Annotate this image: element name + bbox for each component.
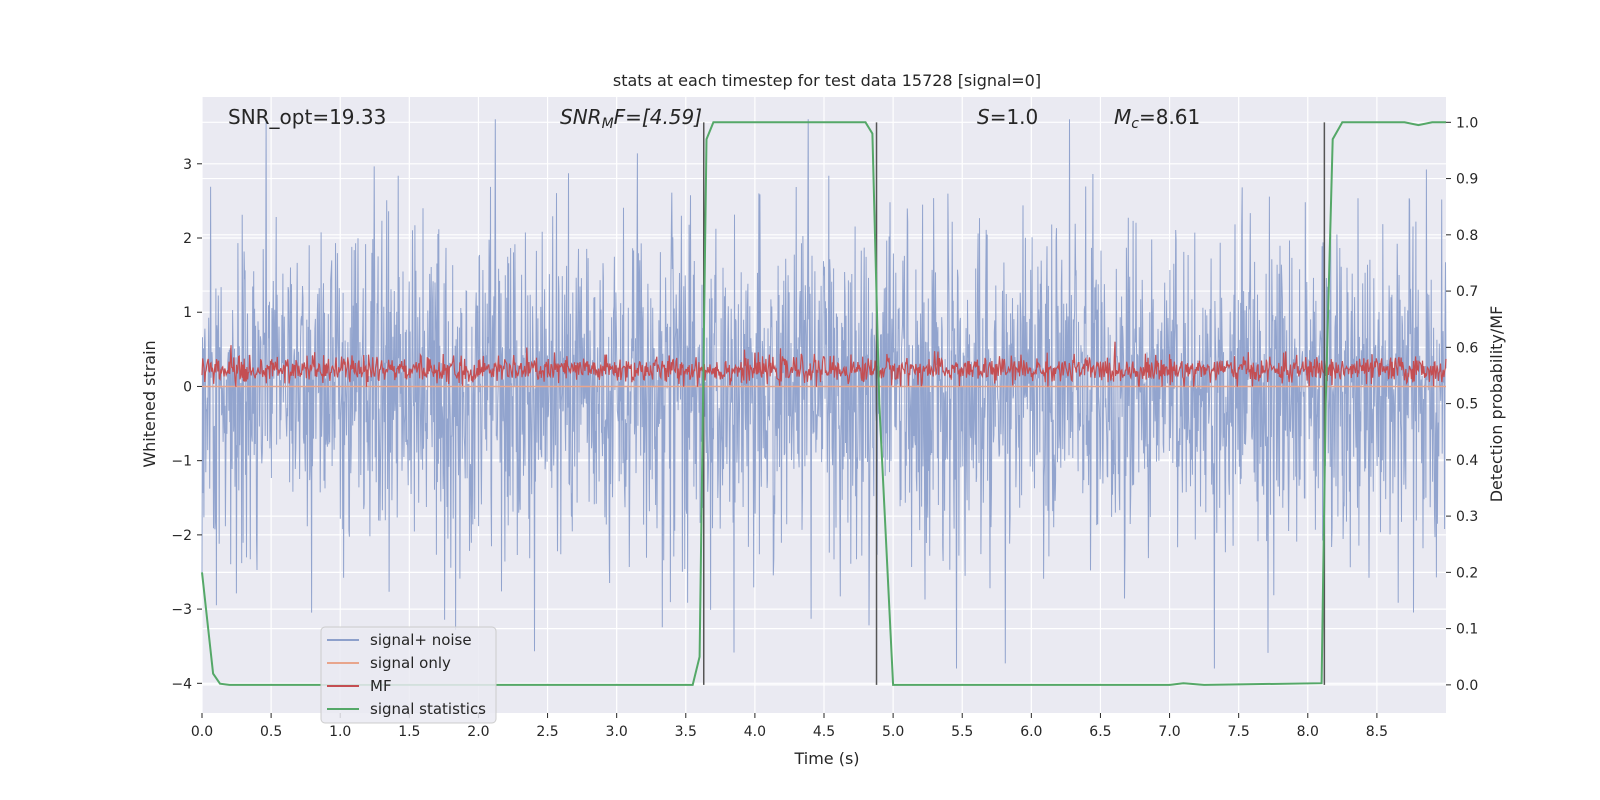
x-axis-label: Time (s) xyxy=(793,749,859,768)
x-tick-label-3: 1.5 xyxy=(398,724,420,740)
x-tick-label-15: 7.5 xyxy=(1228,724,1250,740)
y-ticks: −4 −3 −2 −1 0 1 2 3 xyxy=(171,157,202,692)
x-tick-label-7: 3.5 xyxy=(675,724,697,740)
y2-tick-label-2: 0.2 xyxy=(1456,565,1478,581)
x-tick-label-14: 7.0 xyxy=(1158,724,1180,740)
y2-tick-label-0: 0.0 xyxy=(1456,678,1478,694)
x-tick-label-4: 2.0 xyxy=(467,724,489,740)
x-tick-label-1: 0.5 xyxy=(260,724,282,740)
grid xyxy=(201,97,1446,713)
legend-label-signal-only: signal only xyxy=(370,654,451,672)
y2-tick-label-1: 0.1 xyxy=(1456,622,1478,638)
y2-tick-label-8: 0.8 xyxy=(1456,228,1478,244)
x-tick-label-0: 0.0 xyxy=(191,724,213,740)
y2-tick-label-4: 0.4 xyxy=(1456,453,1478,469)
x-ticks: 0.0 0.5 1.0 1.5 2.0 2.5 3.0 3.5 4.0 4.5 5.0 5.5 6.0 6… xyxy=(191,713,1388,740)
x-tick-label-12: 6.0 xyxy=(1020,724,1042,740)
x-tick-label-5: 2.5 xyxy=(536,724,558,740)
y-tick-label-4: 0 xyxy=(183,379,192,395)
signal-noise-line xyxy=(201,119,1447,669)
y-tick-label-0: −4 xyxy=(171,676,192,692)
x-tick-label-2: 1.0 xyxy=(329,724,351,740)
y-tick-label-1: −3 xyxy=(171,602,192,618)
chart-title: stats at each timestep for test data 157… xyxy=(613,71,1041,90)
annotation-snr-mf: SNRMF=[4.59] xyxy=(560,105,702,132)
annotation-snr-opt: SNR_opt=19.33 xyxy=(228,105,386,129)
y2-tick-label-5: 0.5 xyxy=(1456,397,1478,413)
y2-tick-label-10: 1.0 xyxy=(1456,115,1478,131)
x-tick-label-9: 4.5 xyxy=(813,724,835,740)
x-tick-label-11: 5.5 xyxy=(951,724,973,740)
signal-statistics-series xyxy=(201,121,1446,686)
signal-noise-series xyxy=(201,119,1447,669)
y2-ticks: 0.0 0.1 0.2 0.3 0.4 0.5 0.6 0.7 0.8 0.9 1.0 xyxy=(1446,115,1478,694)
y-tick-label-5: 1 xyxy=(183,305,192,321)
y-tick-label-7: 3 xyxy=(183,157,192,173)
y-tick-label-3: −1 xyxy=(171,454,192,470)
legend-box xyxy=(320,626,497,724)
signal-statistics-line xyxy=(201,121,1446,686)
y-tick-label-6: 2 xyxy=(183,231,192,247)
y2-tick-label-9: 0.9 xyxy=(1456,172,1478,188)
x-tick-label-16: 8.0 xyxy=(1297,724,1319,740)
y-tick-label-2: −2 xyxy=(171,528,192,544)
legend-label-signal-noise: signal+ noise xyxy=(370,631,472,649)
x-tick-label-10: 5.0 xyxy=(882,724,904,740)
legend-label-mf: MF xyxy=(370,677,392,695)
legend-label-signal-statistics: signal statistics xyxy=(370,700,486,718)
x-tick-label-6: 3.0 xyxy=(606,724,628,740)
y2-tick-label-3: 0.3 xyxy=(1456,509,1478,525)
y-axis-label: Whitened strain xyxy=(140,340,159,467)
mf-line xyxy=(201,341,1447,387)
y2-tick-label-6: 0.6 xyxy=(1456,340,1478,356)
x-tick-label-8: 4.0 xyxy=(744,724,766,740)
y2-tick-label-7: 0.7 xyxy=(1456,284,1478,300)
x-tick-label-17: 8.5 xyxy=(1366,724,1388,740)
annotation-s: S=1.0 xyxy=(977,105,1038,129)
y2-axis-label: Detection probability/MF xyxy=(1487,306,1506,503)
annotation-mc: Mc=8.61 xyxy=(1114,105,1200,132)
x-tick-label-13: 6.5 xyxy=(1089,724,1111,740)
mf-series xyxy=(201,341,1447,387)
legend: signal+ noise signal only MF signal stat… xyxy=(320,626,497,724)
